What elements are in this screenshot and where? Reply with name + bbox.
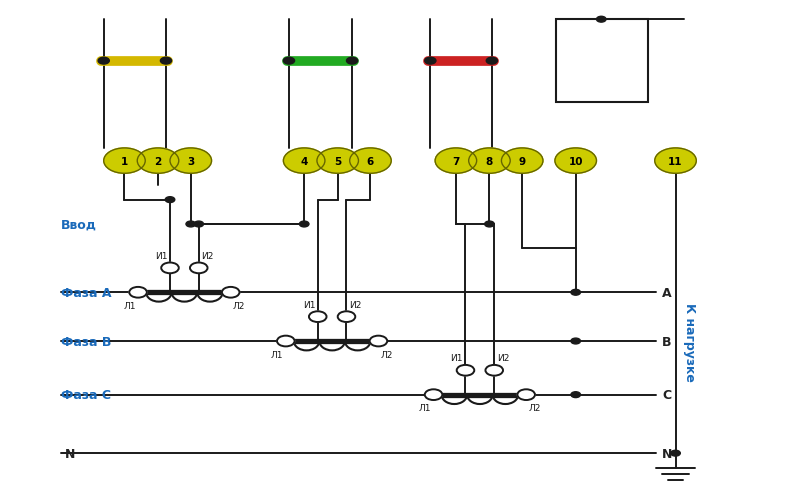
Text: Л2: Л2	[529, 404, 541, 412]
Circle shape	[317, 149, 358, 174]
Circle shape	[654, 149, 696, 174]
Text: Фаза А: Фаза А	[61, 286, 111, 299]
Text: N: N	[662, 447, 672, 460]
Circle shape	[555, 149, 597, 174]
Circle shape	[283, 58, 294, 65]
Circle shape	[485, 222, 494, 227]
Circle shape	[350, 149, 391, 174]
Circle shape	[425, 58, 436, 65]
Circle shape	[309, 312, 326, 323]
Text: Ввод: Ввод	[61, 218, 97, 231]
Circle shape	[186, 222, 195, 227]
Circle shape	[190, 263, 207, 274]
Circle shape	[166, 197, 174, 203]
Text: Фаза С: Фаза С	[61, 388, 110, 401]
Circle shape	[571, 338, 581, 344]
FancyBboxPatch shape	[556, 20, 647, 103]
Circle shape	[670, 450, 680, 456]
Circle shape	[425, 389, 442, 400]
Circle shape	[170, 149, 211, 174]
Circle shape	[571, 392, 581, 398]
Text: 7: 7	[452, 156, 459, 166]
Circle shape	[161, 58, 171, 65]
Text: 8: 8	[486, 156, 493, 166]
Circle shape	[571, 290, 581, 296]
Text: В: В	[662, 335, 671, 348]
Text: N: N	[65, 447, 75, 460]
Circle shape	[338, 312, 355, 323]
Text: 6: 6	[367, 156, 374, 166]
Circle shape	[130, 287, 147, 298]
Text: Фаза В: Фаза В	[61, 335, 111, 348]
Circle shape	[502, 149, 543, 174]
Circle shape	[277, 336, 294, 346]
Text: И1: И1	[303, 300, 315, 309]
Circle shape	[486, 58, 498, 65]
Circle shape	[162, 263, 178, 274]
Circle shape	[518, 389, 535, 400]
Text: С: С	[662, 388, 671, 401]
Text: 10: 10	[569, 156, 583, 166]
Text: 4: 4	[301, 156, 308, 166]
Text: 3: 3	[187, 156, 194, 166]
Text: И2: И2	[349, 300, 362, 309]
Circle shape	[486, 365, 503, 376]
Circle shape	[435, 149, 477, 174]
Circle shape	[222, 287, 239, 298]
Text: Л2: Л2	[381, 350, 394, 359]
Circle shape	[299, 222, 309, 227]
Circle shape	[469, 149, 510, 174]
Text: И2: И2	[497, 354, 509, 363]
Circle shape	[104, 149, 146, 174]
Text: И1: И1	[450, 354, 463, 363]
Text: 2: 2	[154, 156, 162, 166]
Text: 11: 11	[668, 156, 682, 166]
Text: А: А	[662, 286, 671, 299]
Text: Л1: Л1	[123, 302, 136, 310]
Circle shape	[370, 336, 387, 346]
Circle shape	[597, 17, 606, 23]
Circle shape	[346, 58, 358, 65]
Text: Л1: Л1	[271, 350, 283, 359]
Text: К нагрузке: К нагрузке	[682, 302, 695, 381]
Circle shape	[138, 149, 178, 174]
Circle shape	[457, 365, 474, 376]
Circle shape	[98, 58, 110, 65]
Text: Л2: Л2	[233, 302, 246, 310]
Circle shape	[283, 149, 325, 174]
Text: И2: И2	[201, 251, 214, 261]
Text: 9: 9	[518, 156, 526, 166]
Circle shape	[194, 222, 203, 227]
Text: 5: 5	[334, 156, 342, 166]
Text: Л1: Л1	[418, 404, 431, 412]
Text: 1: 1	[121, 156, 128, 166]
Text: И1: И1	[155, 251, 168, 261]
